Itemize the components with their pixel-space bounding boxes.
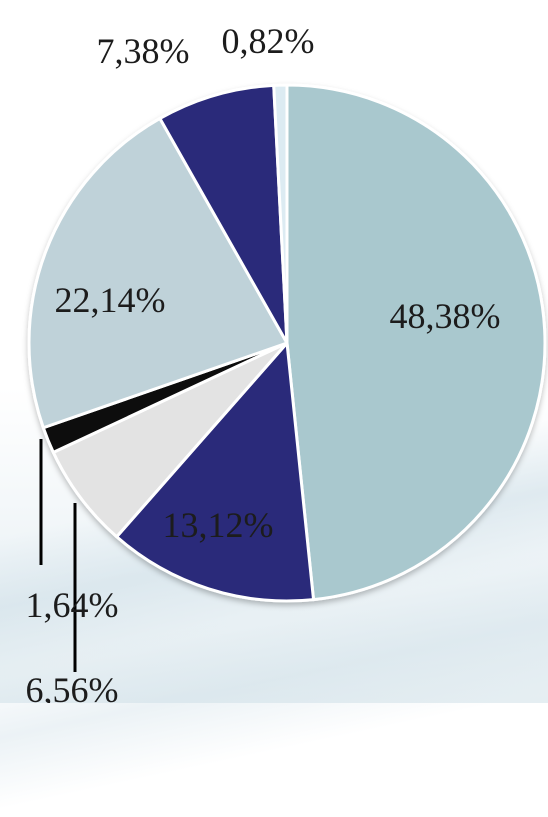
pie-slices: [27, 83, 547, 603]
leader-lines: [39, 439, 77, 672]
slice-label-7: 0,82%: [222, 21, 315, 61]
pie-slice-2: [115, 341, 316, 603]
slice-label-5: 22,14%: [55, 280, 166, 320]
pie-slice-1: [285, 83, 547, 602]
slice-label-4: 1,64%: [26, 585, 119, 625]
slice-label-3: 6,56%: [26, 670, 119, 703]
pie-slice-6: [158, 83, 289, 345]
slice-label-2: 13,12%: [163, 505, 274, 545]
slice-label-1: 48,38%: [390, 296, 501, 336]
pie-slice-7: [272, 83, 289, 345]
slice-label-6: 7,38%: [97, 31, 190, 71]
slice-labels: 48,38% 13,12% 6,56% 1,64% 22,14% 7,38% 0,82%: [26, 21, 501, 703]
pie-slice-5: [27, 116, 289, 430]
pie-chart: 48,38% 13,12% 6,56% 1,64% 22,14% 7,38% 0,82%: [26, 21, 547, 703]
